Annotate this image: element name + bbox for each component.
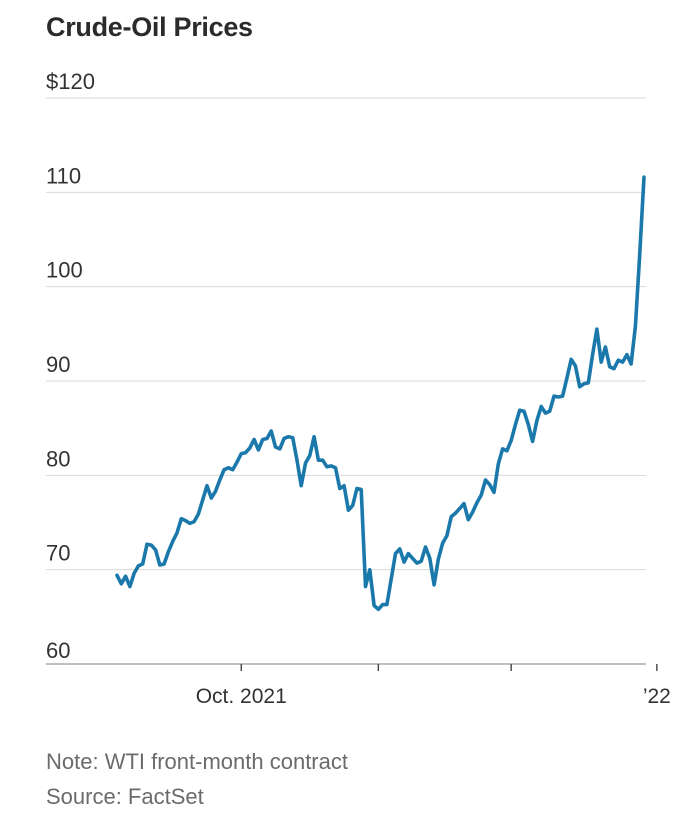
y-tick-label: 100	[46, 258, 83, 283]
x-tick-labels: Oct. 2021 ’22	[196, 685, 671, 708]
y-tick-label: 60	[46, 638, 70, 663]
chart-footer: Note: WTI front-month contract Source: F…	[46, 744, 348, 814]
chart-title: Crude-Oil Prices	[46, 12, 253, 42]
y-tick-label: 70	[46, 541, 70, 566]
y-tick-label: 110	[46, 163, 81, 188]
y-tick-labels: $120 110 100 90 80 70 60	[46, 69, 95, 663]
x-ticks	[240, 664, 658, 671]
x-tick-label: Oct. 2021	[196, 685, 287, 708]
line-chart: $120 110 100 90 80 70 60 Oct. 2021 ’22	[46, 69, 671, 708]
y-tick-label: 80	[46, 446, 70, 471]
y-gridlines	[46, 97, 646, 571]
series-line-wti	[115, 175, 646, 612]
y-tick-label: $120	[46, 69, 95, 94]
chart-source: Source: FactSet	[46, 784, 204, 809]
y-tick-label: 90	[46, 352, 70, 377]
x-tick-label: ’22	[643, 685, 671, 708]
chart-note: Note: WTI front-month contract	[46, 749, 348, 774]
